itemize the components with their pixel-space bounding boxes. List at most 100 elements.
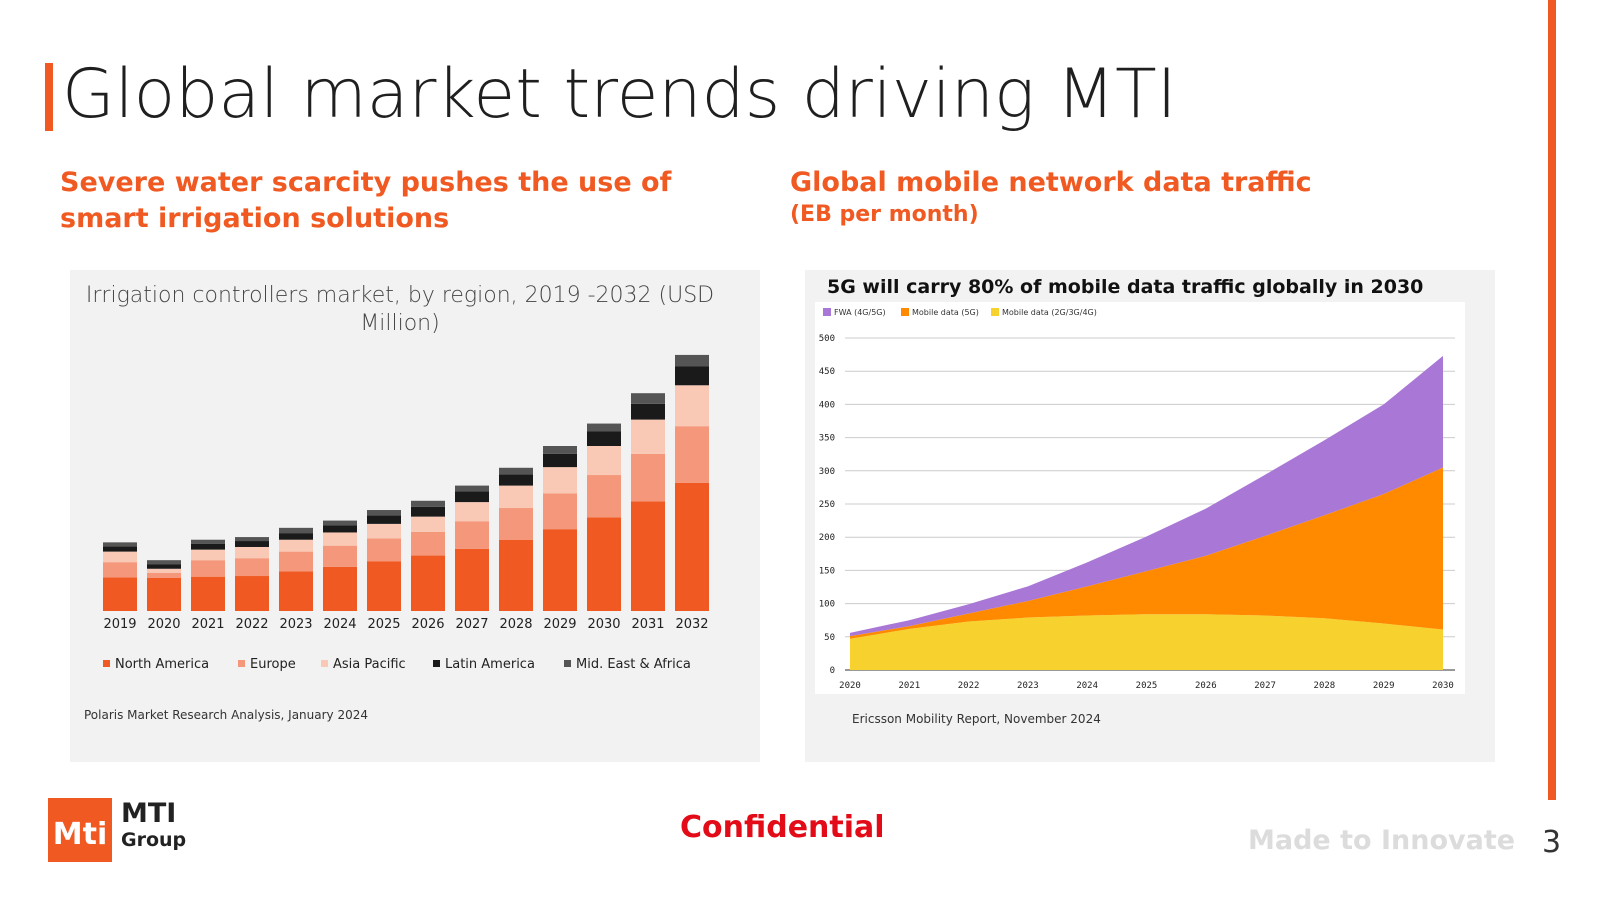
bar-2029-0 (543, 529, 577, 611)
bar-2032-3 (675, 366, 709, 386)
bar-2028-2 (499, 485, 533, 509)
page-title: Global market trends driving MTI (62, 55, 1177, 134)
bar-2023-2 (279, 539, 313, 552)
legend-swatch (564, 660, 571, 667)
bar-2024-1 (323, 545, 357, 567)
x-tick-label: 2024 (323, 617, 356, 632)
y-tick-label: 0 (830, 666, 835, 676)
page-number: 3 (1542, 825, 1562, 860)
traffic-chart-source: Ericsson Mobility Report, November 2024 (852, 712, 1101, 726)
x-tick-label: 2022 (235, 617, 268, 632)
bar-2030-2 (587, 446, 621, 476)
bar-2030-1 (587, 475, 621, 518)
bar-2027-1 (455, 521, 489, 549)
bar-2031-0 (631, 501, 665, 611)
x-tick-label: 2027 (1254, 681, 1276, 691)
bar-2022-3 (235, 541, 269, 547)
bar-2022-1 (235, 558, 269, 577)
traffic-chart-title: 5G will carry 80% of mobile data traffic… (827, 276, 1424, 298)
legend-swatch (238, 660, 245, 667)
bar-2024-4 (323, 520, 357, 526)
logo-mark-text: Mti (53, 817, 107, 852)
bar-2030-0 (587, 517, 621, 611)
bar-2029-4 (543, 446, 577, 454)
bar-2020-0 (147, 578, 181, 611)
bar-2027-4 (455, 485, 489, 492)
x-tick-label: 2019 (103, 617, 136, 632)
legend-label: Latin America (445, 657, 535, 672)
bar-2032-4 (675, 354, 709, 367)
x-tick-label: 2020 (839, 681, 861, 691)
traffic-area-chart: 0 50 100 150 200 250 300 350 400 450 500 2020 2021 20… (815, 302, 1465, 694)
x-tick-label: 2032 (675, 617, 708, 632)
legend-swatch (103, 660, 110, 667)
irrigation-chart-source: Polaris Market Research Analysis, Januar… (84, 708, 369, 722)
bar-2032-0 (675, 482, 709, 611)
x-tick-label: 2029 (543, 617, 576, 632)
logo-sub: Group (121, 829, 187, 851)
bar-2021-1 (191, 560, 225, 577)
bar-2023-3 (279, 533, 313, 540)
traffic-chart-panel: 5G will carry 80% of mobile data traffic… (805, 270, 1495, 762)
legend-swatch (823, 308, 831, 316)
x-tick-label: 2028 (499, 617, 532, 632)
bar-2030-3 (587, 431, 621, 446)
x-tick-label: 2030 (587, 617, 620, 632)
y-tick-label: 400 (819, 400, 835, 410)
logo-name: MTI (121, 798, 177, 829)
legend-swatch (321, 660, 328, 667)
legend-label: Asia Pacific (333, 657, 406, 672)
right-section-subheading: (EB per month) (790, 202, 979, 227)
tagline: Made to Innovate (1248, 825, 1516, 856)
bar-2030-4 (587, 423, 621, 432)
bar-2028-4 (499, 467, 533, 475)
mti-logo-mark: Mti (48, 798, 112, 862)
bar-2025-0 (367, 561, 401, 611)
x-tick-label: 2020 (147, 617, 180, 632)
left-section-heading: Severe water scarcity pushes the use of … (60, 167, 672, 234)
legend-label: FWA (4G/5G) (834, 308, 886, 317)
x-tick-label: 2026 (411, 617, 444, 632)
bar-2032-2 (675, 385, 709, 427)
bar-2031-1 (631, 453, 665, 502)
bar-2026-3 (411, 506, 445, 517)
bar-2026-0 (411, 555, 445, 611)
bar-2021-0 (191, 576, 225, 611)
y-tick-label: 200 (819, 533, 835, 543)
x-tick-label: 2031 (631, 617, 664, 632)
bar-2024-0 (323, 566, 357, 611)
x-tick-label: 2025 (1136, 681, 1158, 691)
bar-2028-0 (499, 539, 533, 611)
bar-2022-4 (235, 537, 269, 542)
area-fwa-4g-5g- (850, 355, 1443, 637)
x-tick-label: 2024 (1076, 681, 1098, 691)
legend-label: Europe (250, 657, 296, 672)
legend-label: Mobile data (2G/3G/4G) (1002, 308, 1097, 317)
bar-2026-1 (411, 531, 445, 556)
bar-2022-0 (235, 576, 269, 611)
bar-2019-0 (103, 577, 137, 611)
bar-2019-3 (103, 546, 137, 552)
bar-2023-0 (279, 571, 313, 611)
legend-label: Mid. East & Africa (576, 657, 691, 672)
irrigation-bar-chart: 2019 2020 2021 2022 2023 2024 2025 2026 2027 2028… (103, 354, 709, 672)
x-tick-label: 2029 (1373, 681, 1395, 691)
mti-logo-wordmark: MTI Group (121, 800, 186, 854)
title-accent-bar (45, 63, 53, 131)
bar-2031-2 (631, 419, 665, 454)
x-tick-label: 2026 (1195, 681, 1217, 691)
legend-swatch (433, 660, 440, 667)
bar-2019-2 (103, 551, 137, 563)
x-tick-label: 2025 (367, 617, 400, 632)
bar-2021-3 (191, 543, 225, 550)
y-tick-label: 500 (819, 334, 835, 344)
x-tick-label: 2027 (455, 617, 488, 632)
bar-2021-4 (191, 539, 225, 544)
bar-2032-1 (675, 426, 709, 483)
bar-2028-3 (499, 474, 533, 486)
x-tick-label: 2021 (191, 617, 224, 632)
y-tick-label: 150 (819, 566, 835, 576)
x-tick-label: 2021 (898, 681, 920, 691)
confidential-label: Confidential (680, 810, 885, 845)
y-tick-label: 450 (819, 367, 835, 377)
